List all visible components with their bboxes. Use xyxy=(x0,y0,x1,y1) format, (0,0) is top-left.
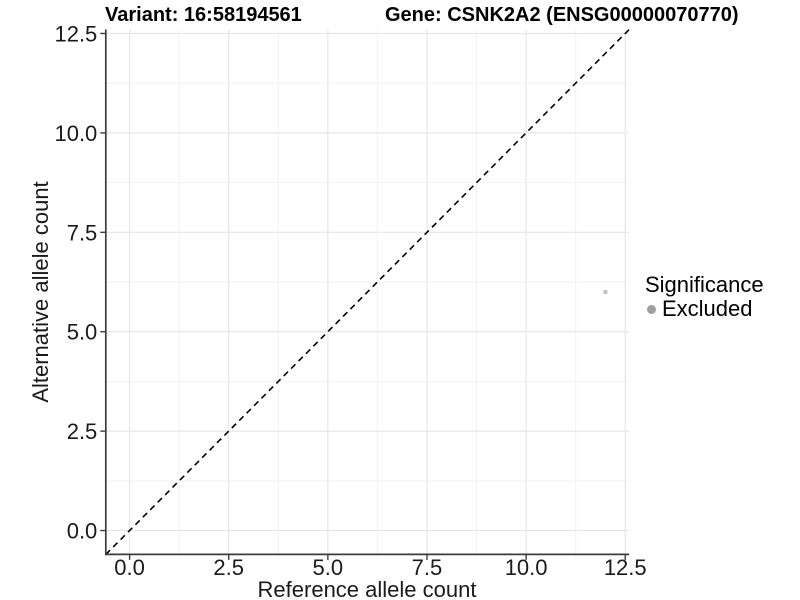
legend-title: Significance xyxy=(645,272,764,297)
x-tick-label: 12.5 xyxy=(604,555,647,580)
y-tick-label: 5.0 xyxy=(67,320,98,345)
legend-entry-label: Excluded xyxy=(662,296,753,321)
legend: Significance Excluded xyxy=(645,273,764,321)
x-tick-label: 10.0 xyxy=(505,555,548,580)
x-tick-label: 7.5 xyxy=(412,555,443,580)
y-tick-label: 7.5 xyxy=(67,220,98,245)
variant-title: Variant: 16:58194561 xyxy=(105,4,302,26)
x-tick-label: 0.0 xyxy=(114,555,145,580)
legend-key-dot-icon xyxy=(647,304,656,314)
y-tick-label: 12.5 xyxy=(54,21,97,46)
y-tick-label: 0.0 xyxy=(67,519,98,544)
y-tick-label: 2.5 xyxy=(67,419,98,444)
legend-entry-excluded: Excluded xyxy=(645,297,764,321)
y-axis-title: Alternative allele count xyxy=(28,181,53,403)
data-point-excluded xyxy=(603,289,608,295)
x-axis-title: Reference allele count xyxy=(257,577,477,600)
identity-dashed-line xyxy=(105,28,630,555)
x-tick-label: 5.0 xyxy=(313,555,344,580)
x-tick-label: 2.5 xyxy=(213,555,244,580)
y-tick-label: 10.0 xyxy=(54,121,97,146)
gene-title: Gene: CSNK2A2 (ENSG00000070770) xyxy=(385,4,739,26)
